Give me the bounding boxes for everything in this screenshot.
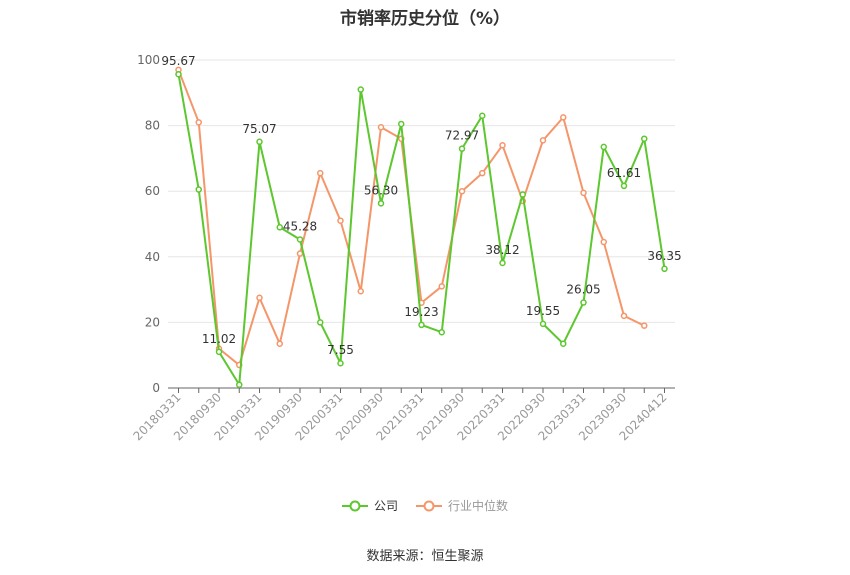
legend-item-company[interactable]: 公司: [341, 497, 398, 514]
data-point-company: [539, 320, 547, 328]
data-point-industry-median: [479, 169, 486, 177]
legend-marker-company: [341, 500, 368, 511]
data-point-industry-median: [539, 137, 547, 144]
data-point-company: [479, 112, 486, 120]
data-point-company: [499, 259, 506, 267]
y-tick-label: 80: [145, 119, 160, 133]
data-label: 38.12: [485, 243, 519, 257]
legend-label-industry-median: 行业中位数: [448, 499, 509, 513]
data-label: 7.55: [327, 343, 354, 357]
data-label: 56.30: [364, 183, 398, 197]
data-point-company: [296, 236, 304, 243]
y-tick-label: 0: [152, 381, 160, 395]
chart-title: 市销率历史分位（%）: [339, 9, 511, 29]
data-label: 95.67: [161, 54, 195, 68]
legend-item-industry-median[interactable]: 行业中位数: [416, 497, 508, 514]
data-point-industry-median: [195, 119, 202, 126]
data-point-company: [580, 299, 587, 306]
data-point-industry-median: [337, 217, 344, 224]
data-point-industry-median: [600, 238, 607, 246]
data-point-industry-median: [458, 187, 466, 195]
data-point-industry-median: [377, 123, 385, 131]
data-point-company: [600, 143, 607, 151]
data-point-company: [560, 340, 567, 347]
data-label: 19.23: [404, 305, 438, 319]
data-point-industry-median: [620, 312, 628, 320]
y-tick-label: 100: [137, 53, 160, 67]
data-point-industry-median: [276, 340, 283, 347]
data-point-company: [661, 265, 668, 273]
data-point-company: [236, 381, 243, 388]
legend-marker-industry-median: [416, 500, 442, 511]
y-tick-label: 60: [145, 184, 160, 198]
data-point-industry-median: [499, 142, 506, 149]
data-point-industry-median: [438, 283, 445, 290]
data-point-company: [438, 328, 445, 336]
data-point-company: [317, 319, 324, 326]
data-point-industry-median: [256, 294, 263, 302]
legend-label-company: 公司: [373, 499, 398, 513]
data-point-industry-median: [641, 322, 648, 329]
data-point-company: [458, 145, 466, 152]
data-point-industry-median: [580, 189, 587, 197]
data-label: 45.28: [283, 219, 317, 233]
data-point-company: [357, 86, 364, 93]
data-point-company: [337, 359, 344, 367]
data-point-company: [377, 200, 385, 207]
data-point-company: [215, 348, 223, 356]
source-note: 数据来源：恒生聚源: [366, 549, 484, 564]
data-point-company: [195, 186, 202, 193]
data-point-company: [276, 224, 283, 231]
data-point-industry-median: [317, 169, 324, 177]
series-line-company: [177, 74, 666, 386]
data-label: 75.07: [242, 122, 276, 136]
data-point-company: [398, 120, 405, 128]
data-point-company: [256, 138, 263, 146]
data-point-company: [418, 321, 425, 329]
data-point-company: [519, 191, 526, 198]
data-label: 72.97: [445, 129, 479, 143]
legend: 公司 行业中位数: [0, 497, 850, 514]
y-tick-label: 20: [145, 315, 160, 329]
data-point-company: [175, 70, 182, 78]
data-point-company: [641, 135, 648, 142]
data-label: 19.55: [526, 304, 560, 318]
data-point-company: [620, 182, 628, 190]
data-point-industry-median: [357, 287, 364, 295]
data-label: 26.05: [566, 283, 600, 297]
data-point-industry-median: [560, 114, 567, 121]
data-label: 36.35: [647, 249, 681, 263]
data-label: 11.02: [202, 332, 236, 346]
data-point-industry-median: [296, 250, 304, 257]
data-label: 61.61: [607, 166, 641, 180]
y-tick-label: 40: [145, 250, 160, 264]
